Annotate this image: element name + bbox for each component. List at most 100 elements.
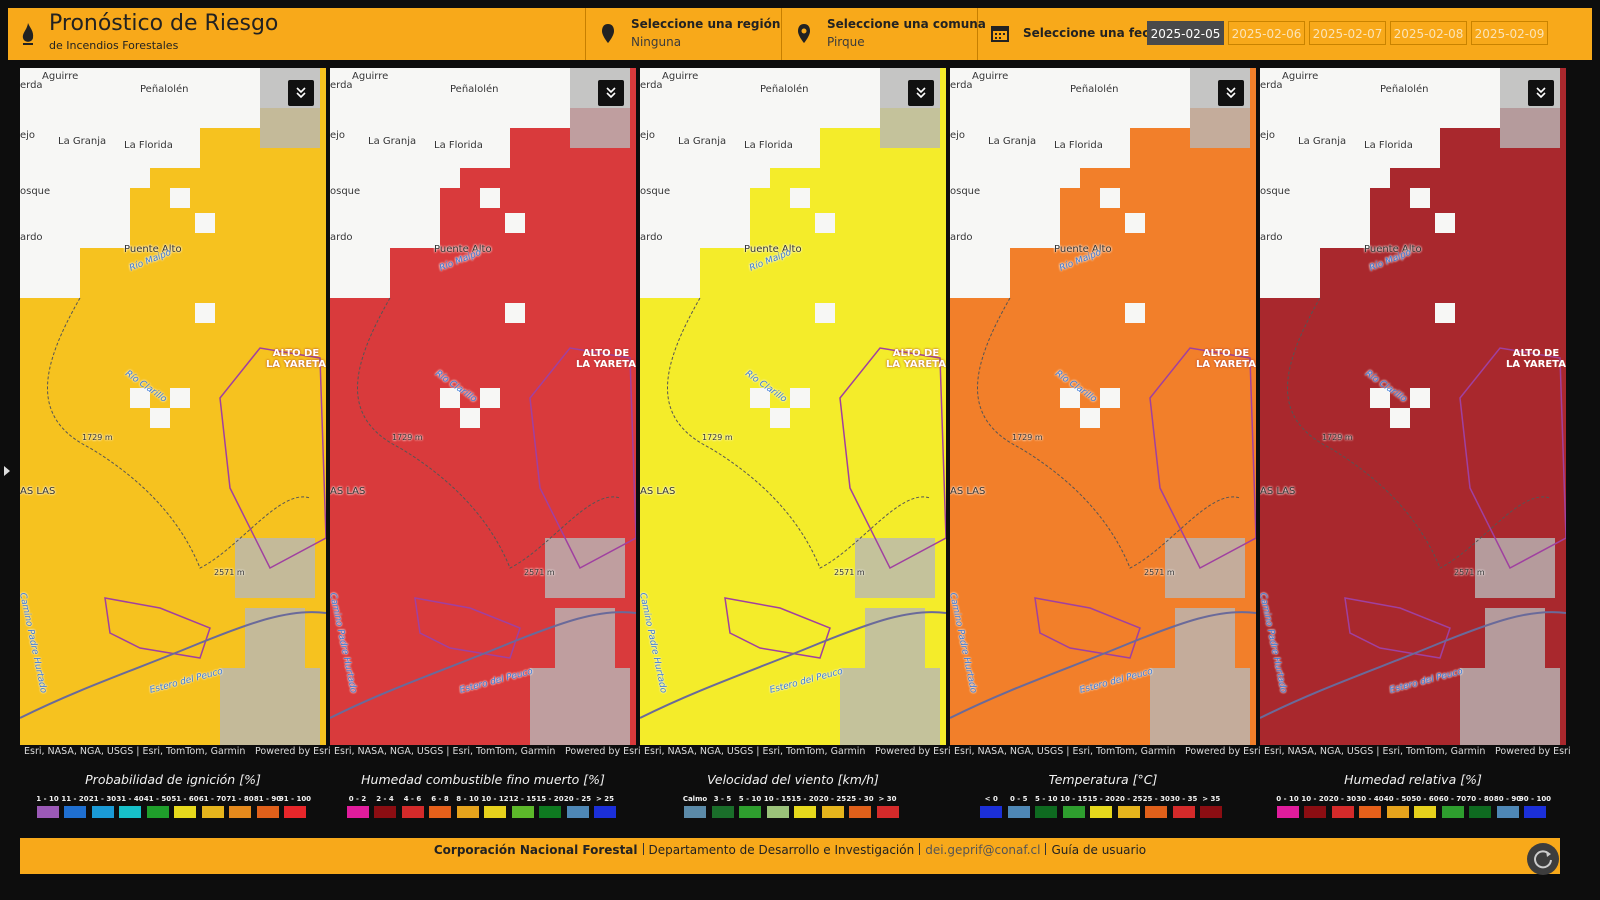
white-cell (460, 408, 480, 428)
legend-item: 91 - 100 (279, 795, 311, 818)
map-layer (950, 68, 1256, 745)
legend-item: Calmo (683, 795, 707, 818)
footer-guide[interactable]: Guía de usuario (1051, 843, 1147, 857)
legend-swatch (1469, 806, 1491, 818)
legend-item: 31 - 40 (116, 795, 144, 818)
map-label: ardo (20, 232, 43, 243)
legend-swatch (64, 806, 86, 818)
map-label: Puente Alto (1054, 244, 1112, 255)
legend-label: 20 - 25 (818, 795, 847, 803)
protected-area (104, 597, 211, 659)
region-label[interactable]: Seleccione una región (631, 17, 781, 31)
legend-label: 20 - 30 (1328, 795, 1357, 803)
side-toggle[interactable] (4, 466, 10, 476)
legend-label: 31 - 40 (116, 795, 144, 803)
map-panel: Aguirre erda Peñalolén ejo La Granja La Flori… (20, 68, 326, 745)
map-label: ejo (640, 130, 656, 141)
legend-swatch (256, 806, 279, 818)
terrain-cell (840, 668, 940, 745)
trail (1287, 297, 1551, 569)
legend-label: 30 - 40 (1356, 795, 1384, 803)
date-option[interactable]: 2025-02-08 (1390, 21, 1467, 45)
map-label: ejo (950, 130, 966, 141)
terrain-cell (245, 608, 305, 668)
legend-item: 1 - 10 (36, 795, 60, 818)
terrain-cell (235, 538, 315, 598)
legend-item: 30 - 35 (1170, 795, 1197, 818)
legend-item: 10 - 12 (481, 795, 509, 818)
legend-item: 0 - 10 (1276, 795, 1300, 818)
legend-item: 2 - 4 (373, 795, 397, 818)
map-label: ALTO DE LA YARETA (886, 348, 946, 370)
expand-button[interactable] (598, 80, 624, 106)
legend-swatch (1200, 806, 1223, 818)
trail (977, 297, 1241, 569)
legend-item: > 35 (1199, 795, 1223, 818)
refresh-button[interactable] (1526, 842, 1560, 876)
date-option[interactable]: 2025-02-09 (1471, 21, 1548, 45)
legend-swatch (401, 806, 424, 818)
expand-button[interactable] (1218, 80, 1244, 106)
legend-label: 2 - 4 (376, 795, 394, 803)
legend-swatch (284, 806, 306, 818)
legend-label: 81 - 90 (253, 795, 282, 803)
legend-label: 10 - 15 (1060, 795, 1088, 803)
legend-swatch (711, 806, 734, 818)
expand-button[interactable] (1528, 80, 1554, 106)
footer-email[interactable]: dei.geprif@conaf.cl (925, 843, 1041, 857)
map-label: ejo (1260, 130, 1276, 141)
white-cell (170, 188, 190, 208)
map-label: ardo (950, 232, 973, 243)
legend-label: Calmo (682, 795, 708, 803)
white-cell (440, 388, 460, 408)
legend-swatch (1276, 806, 1299, 818)
white-cell (770, 408, 790, 428)
map-label: osque (950, 186, 981, 197)
map-label: osque (640, 186, 671, 197)
legend-label: > 35 (1202, 795, 1221, 803)
white-cell (1410, 188, 1430, 208)
legend-item: 10 - 15 (1060, 795, 1087, 818)
white-cell (480, 188, 500, 208)
terrain-cell (1175, 608, 1235, 668)
map-label: La Florida (434, 140, 483, 151)
expand-button[interactable] (288, 80, 314, 106)
legend-item: 81 - 90 (254, 795, 281, 818)
legend-item: 5 - 10 (1034, 795, 1058, 818)
legend-label: 8 - 10 (456, 795, 479, 803)
legend-label: 80 - 90 (1493, 795, 1522, 803)
map-label: Aguirre (662, 71, 699, 82)
map-label: Peñalolén (450, 84, 499, 95)
legend-label: 50 - 60 (1411, 795, 1439, 803)
urban-area (330, 68, 630, 298)
legend-item: 4 - 6 (401, 795, 425, 818)
map-label: Puente Alto (744, 244, 802, 255)
header: Pronóstico de Riesgo de Incendios Forest… (8, 8, 1592, 60)
legend-item: 51 - 60 (171, 795, 199, 818)
legend-label: 6 - 8 (431, 795, 449, 803)
date-option[interactable]: 2025-02-07 (1309, 21, 1386, 45)
date-option[interactable]: 2025-02-05 (1147, 21, 1224, 45)
map-attribution: Esri, NASA, NGA, USGS | Esri, TomTom, Ga… (644, 746, 866, 757)
legend-item: 60 - 70 (1439, 795, 1466, 818)
terrain-cell (1460, 668, 1560, 745)
legend-item: 20 - 30 (1329, 795, 1356, 818)
white-cell (1390, 128, 1410, 148)
terrain-cell (530, 668, 630, 745)
comuna-label[interactable]: Seleccione una comuna (827, 17, 986, 31)
map-label: erda (20, 80, 43, 91)
map-label: 2571 m (834, 568, 865, 577)
legend-swatch (539, 806, 561, 818)
legend-swatch (36, 806, 59, 818)
date-option[interactable]: 2025-02-06 (1228, 21, 1305, 45)
expand-button[interactable] (908, 80, 934, 106)
legend-item: 11 - 20 (61, 795, 89, 818)
white-cell (195, 303, 215, 323)
urban-area (950, 68, 1250, 298)
white-cell (1125, 303, 1145, 323)
map-label: ALTO DE LA YARETA (1506, 348, 1566, 370)
legend-label: 20 - 25 (563, 795, 592, 803)
fire-icon (22, 23, 34, 45)
powered-by: Powered by Esri (565, 746, 641, 757)
white-cell (1100, 188, 1120, 208)
